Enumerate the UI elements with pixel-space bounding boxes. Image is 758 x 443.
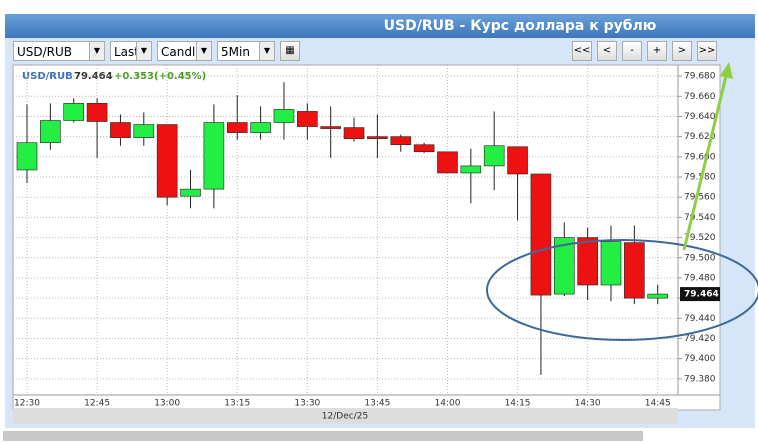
nav-button[interactable]: >> (697, 41, 717, 61)
candle-body (156, 124, 178, 198)
nav-button[interactable]: + (647, 41, 667, 61)
symbol-select[interactable]: USD/RUB ▼ (13, 41, 105, 61)
y-tick-label: 79.560 (684, 193, 716, 203)
candle-body (297, 111, 318, 127)
x-tick-label: 14:30 (575, 399, 601, 409)
y-tick-label: 79.500 (684, 253, 716, 263)
y-tick-label: 79.400 (684, 354, 716, 364)
nav-button[interactable]: << (572, 41, 592, 61)
y-tick-label: 79.660 (684, 92, 716, 102)
candle-body (273, 109, 295, 123)
x-tick-label: 12:45 (84, 399, 110, 409)
candle-body (86, 103, 108, 122)
nav-button[interactable]: < (597, 41, 617, 61)
candle-body (320, 126, 341, 129)
y-tick-label: 79.600 (684, 152, 716, 162)
candle-body (16, 142, 38, 171)
candle-body (63, 103, 85, 121)
y-tick-label: 79.520 (684, 233, 716, 243)
candle-body (133, 124, 155, 138)
candle-body (203, 122, 225, 190)
x-tick-label: 14:00 (435, 399, 461, 409)
candle-body (413, 144, 435, 153)
y-tick-label: 79.480 (684, 273, 716, 283)
settings-button[interactable]: ▦ (280, 41, 300, 61)
candle-body (367, 136, 388, 139)
nav-button[interactable]: > (672, 41, 692, 61)
y-tick-label: 79.580 (684, 173, 716, 183)
candle-body (483, 145, 505, 167)
price-select[interactable]: Last ▼ (110, 41, 152, 61)
last-price-label: 79.464 (684, 290, 719, 300)
scrollbar[interactable] (3, 431, 643, 441)
x-tick-label: 13:45 (364, 399, 390, 409)
candle-body (40, 120, 61, 144)
x-tick-label: 13:30 (294, 399, 320, 409)
header-symbol: USD/RUB (22, 71, 73, 82)
candle-body (600, 241, 622, 286)
candle-body (530, 173, 552, 296)
period-select[interactable]: 5Min ▼ (217, 41, 275, 61)
y-tick-label: 79.440 (684, 314, 716, 324)
candle-body (110, 122, 131, 138)
candle-body (624, 242, 645, 299)
candle-body (226, 122, 248, 133)
type-select[interactable]: Candle ▼ (157, 41, 212, 61)
y-tick-label: 79.680 (684, 72, 716, 82)
annotation-ellipse (486, 239, 758, 341)
x-tick-label: 12:30 (14, 399, 40, 409)
candle-body (390, 136, 412, 146)
candle-body (647, 293, 669, 299)
nav-button[interactable]: - (622, 41, 642, 61)
arrow-head (720, 62, 733, 79)
candle-body (460, 165, 482, 174)
window-title: USD/RUB - Курс доллара к рублю (383, 18, 657, 34)
x-tick-label: 14:45 (645, 399, 671, 409)
select-text: USD/RUB (17, 45, 73, 59)
y-tick-label: 79.540 (684, 213, 716, 223)
x-tick-label: 14:15 (505, 399, 531, 409)
candle-body (437, 151, 458, 174)
date-label: 12/Dec/25 (322, 412, 368, 422)
y-tick-label: 79.380 (684, 374, 716, 384)
y-tick-label: 79.420 (684, 334, 716, 344)
candle-body (577, 237, 598, 286)
x-tick-label: 13:00 (154, 399, 180, 409)
y-tick-label: 79.640 (684, 112, 716, 122)
y-tick-label: 79.620 (684, 132, 716, 142)
annotation-arrow (682, 71, 729, 251)
select-text: 5Min (221, 45, 250, 59)
header-last: 79.464 (74, 71, 113, 82)
candle-body (343, 127, 365, 139)
select-text: Candle (161, 45, 203, 59)
title-bar: USD/RUB - Курс доллара к рублю (5, 14, 755, 38)
date-band (13, 408, 678, 424)
candle-body (250, 122, 271, 133)
candle-body (180, 188, 201, 197)
x-tick-label: 13:15 (224, 399, 250, 409)
last-price-marker (680, 287, 720, 302)
candle-body (553, 237, 575, 295)
candle-body (507, 146, 528, 175)
select-text: Last (114, 45, 139, 59)
